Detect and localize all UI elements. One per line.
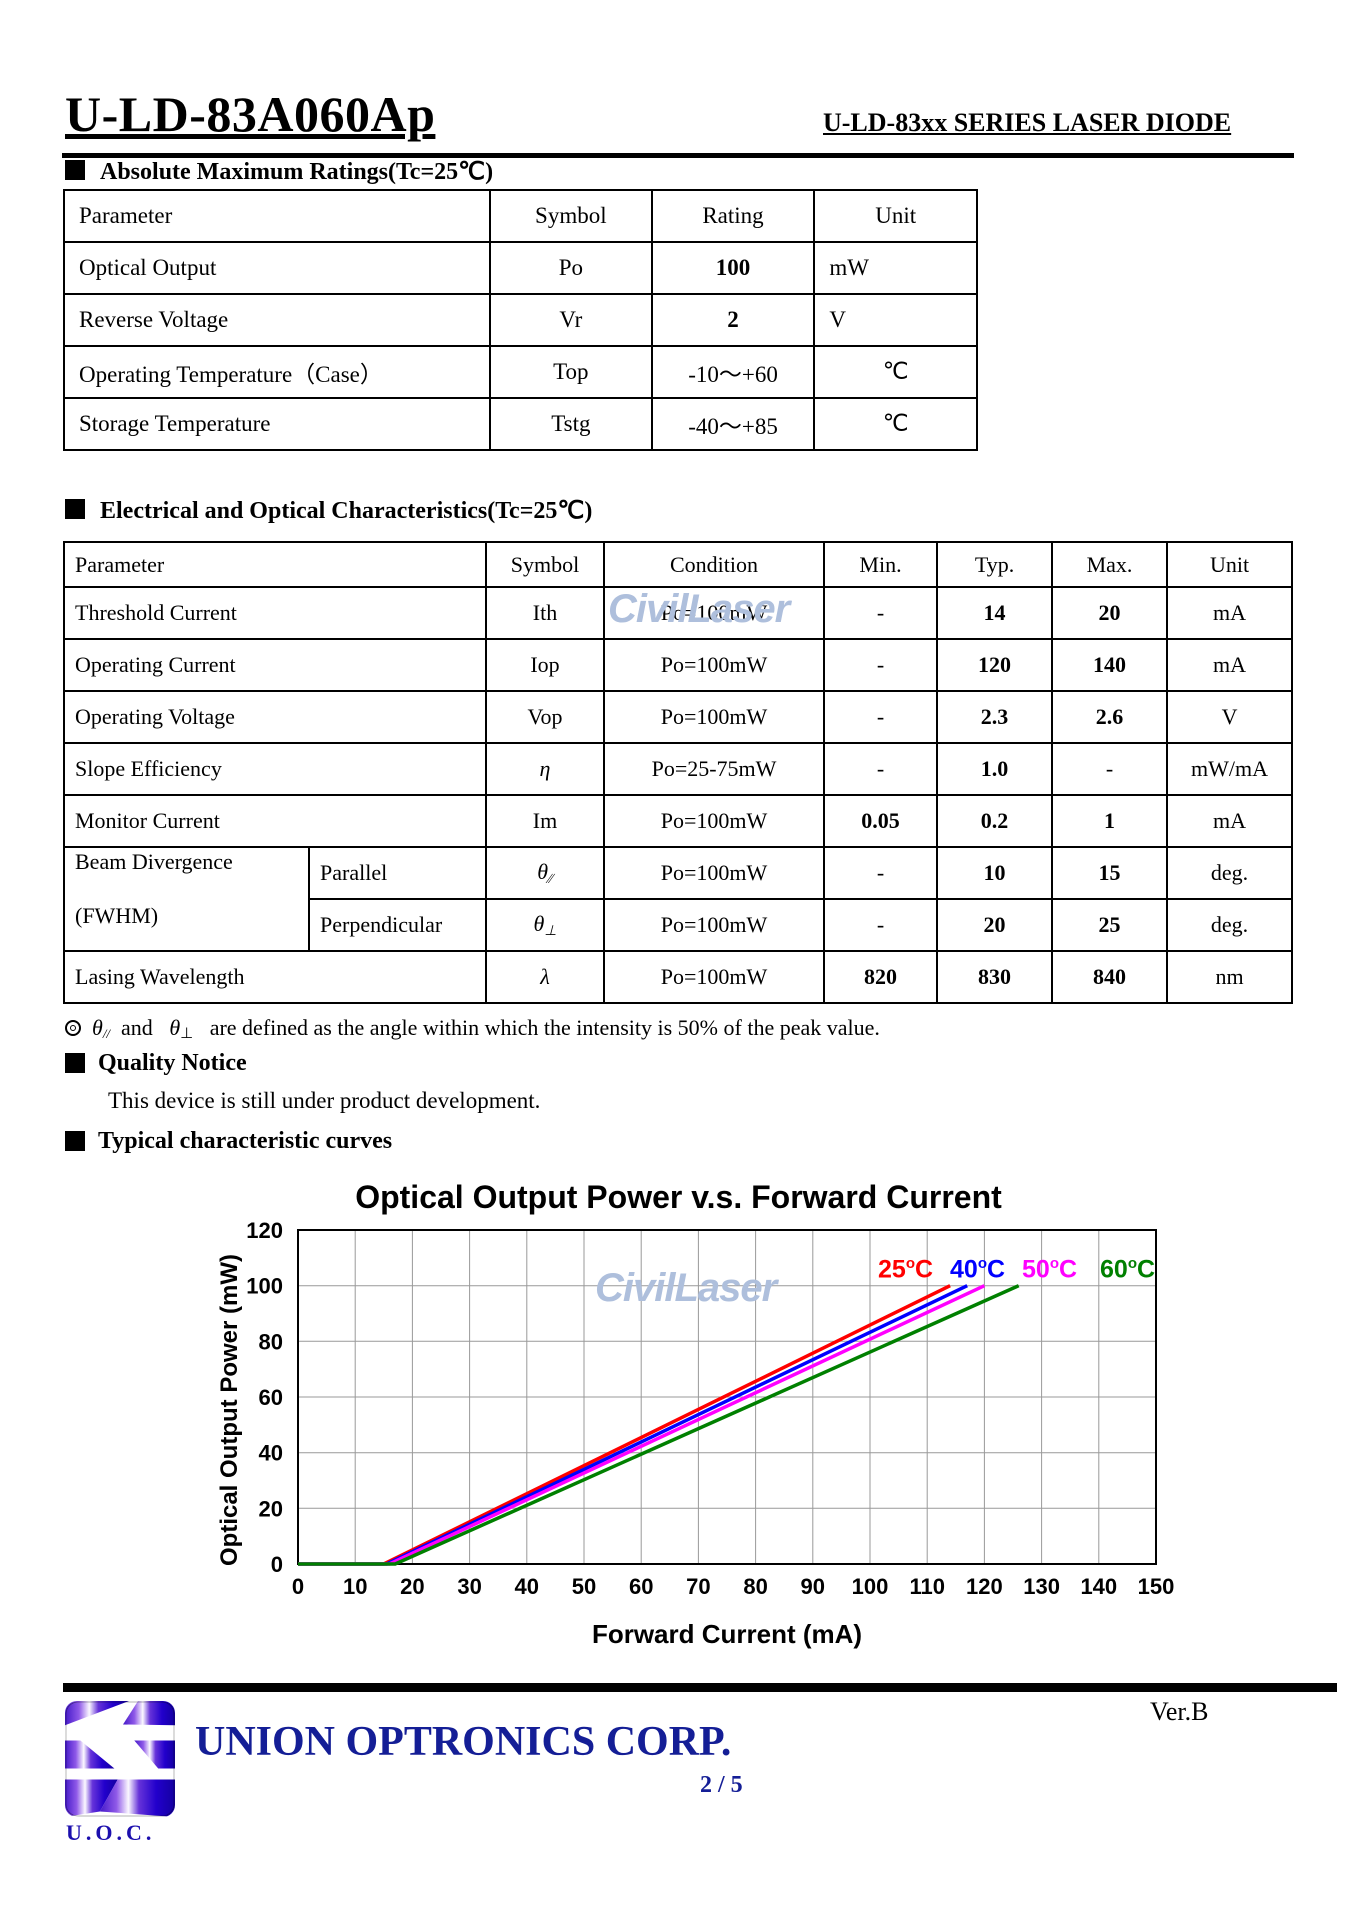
svg-text:150: 150 bbox=[1138, 1574, 1175, 1599]
svg-text:40: 40 bbox=[515, 1574, 539, 1599]
svg-text:80: 80 bbox=[259, 1329, 283, 1354]
svg-text:60: 60 bbox=[629, 1574, 653, 1599]
svg-text:30: 30 bbox=[457, 1574, 481, 1599]
svg-text:100: 100 bbox=[246, 1274, 283, 1299]
svg-text:120: 120 bbox=[246, 1218, 283, 1243]
svg-text:80: 80 bbox=[743, 1574, 767, 1599]
svg-text:60: 60 bbox=[259, 1385, 283, 1410]
svg-text:90: 90 bbox=[801, 1574, 825, 1599]
svg-text:100: 100 bbox=[852, 1574, 889, 1599]
svg-text:0: 0 bbox=[271, 1552, 283, 1577]
svg-text:0: 0 bbox=[292, 1574, 304, 1599]
svg-text:120: 120 bbox=[966, 1574, 1003, 1599]
svg-text:50: 50 bbox=[572, 1574, 596, 1599]
svg-text:40: 40 bbox=[259, 1441, 283, 1466]
svg-text:140: 140 bbox=[1080, 1574, 1117, 1599]
svg-text:70: 70 bbox=[686, 1574, 710, 1599]
svg-text:10: 10 bbox=[343, 1574, 367, 1599]
svg-text:20: 20 bbox=[259, 1496, 283, 1521]
svg-text:130: 130 bbox=[1023, 1574, 1060, 1599]
svg-text:110: 110 bbox=[909, 1574, 945, 1599]
svg-text:20: 20 bbox=[400, 1574, 424, 1599]
